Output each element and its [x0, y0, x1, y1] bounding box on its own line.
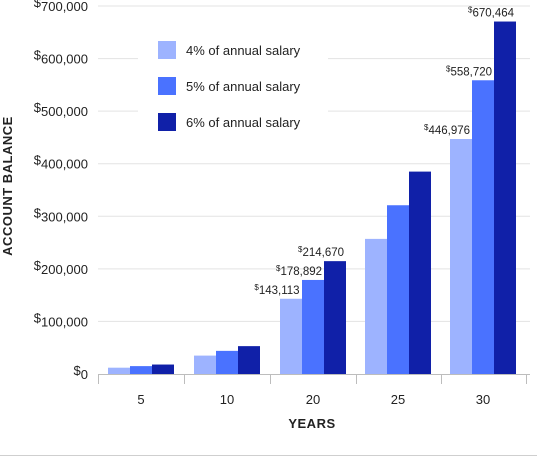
- legend-swatch: [158, 41, 176, 59]
- y-tick-label: $600,000: [34, 48, 88, 67]
- x-tick-label: 30: [476, 392, 490, 407]
- y-axis-ticks: $0 $100,000 $200,000 $300,000 $400,000 $500,0…: [34, 0, 88, 382]
- bar: [365, 238, 387, 374]
- legend-label: 5% of annual salary: [186, 79, 301, 94]
- data-label: $178,892: [276, 264, 322, 278]
- data-label: $446,976: [424, 123, 470, 137]
- x-tick-label: 20: [306, 392, 320, 407]
- x-tick-label: 25: [391, 392, 405, 407]
- y-tick-label: $700,000: [34, 0, 88, 14]
- bar: [302, 279, 324, 374]
- y-tick-label: $200,000: [34, 258, 88, 277]
- bar: [194, 355, 216, 374]
- x-tick-label: 5: [137, 392, 144, 407]
- bar: [409, 171, 431, 374]
- data-label: $670,464: [468, 6, 515, 20]
- bar: [152, 364, 174, 374]
- y-tick-label: $100,000: [34, 310, 88, 329]
- y-tick-label: $500,000: [34, 100, 88, 119]
- bar: [472, 80, 494, 374]
- bar: [387, 205, 409, 374]
- y-tick-label: $300,000: [34, 205, 88, 224]
- bar: [130, 366, 152, 374]
- data-label: $143,113: [254, 283, 299, 297]
- bar: [216, 350, 238, 374]
- legend-swatch: [158, 113, 176, 131]
- bar: [238, 346, 260, 374]
- data-labels: $143,113 $178,892 $214,670 $446,976 $558,720…: [254, 6, 514, 297]
- bar: [324, 261, 346, 374]
- legend: 4% of annual salary 5% of annual salary 6%…: [138, 22, 328, 148]
- y-axis-title: ACCOUNT BALANCE: [0, 116, 15, 256]
- x-axis-title: YEARS: [288, 416, 335, 431]
- bar: [108, 367, 130, 374]
- y-tick-label: $0: [74, 363, 88, 382]
- data-label: $214,670: [298, 245, 344, 259]
- bar: [450, 139, 472, 374]
- bars: [108, 21, 516, 374]
- data-label: $558,720: [446, 64, 492, 78]
- x-axis: 5 10 20 25 30: [98, 374, 530, 407]
- bar: [280, 298, 302, 374]
- legend-label: 6% of annual salary: [186, 115, 301, 130]
- y-tick-label: $400,000: [34, 153, 88, 172]
- legend-swatch: [158, 77, 176, 95]
- legend-label: 4% of annual salary: [186, 43, 301, 58]
- bar: [494, 21, 516, 374]
- x-tick-label: 10: [220, 392, 234, 407]
